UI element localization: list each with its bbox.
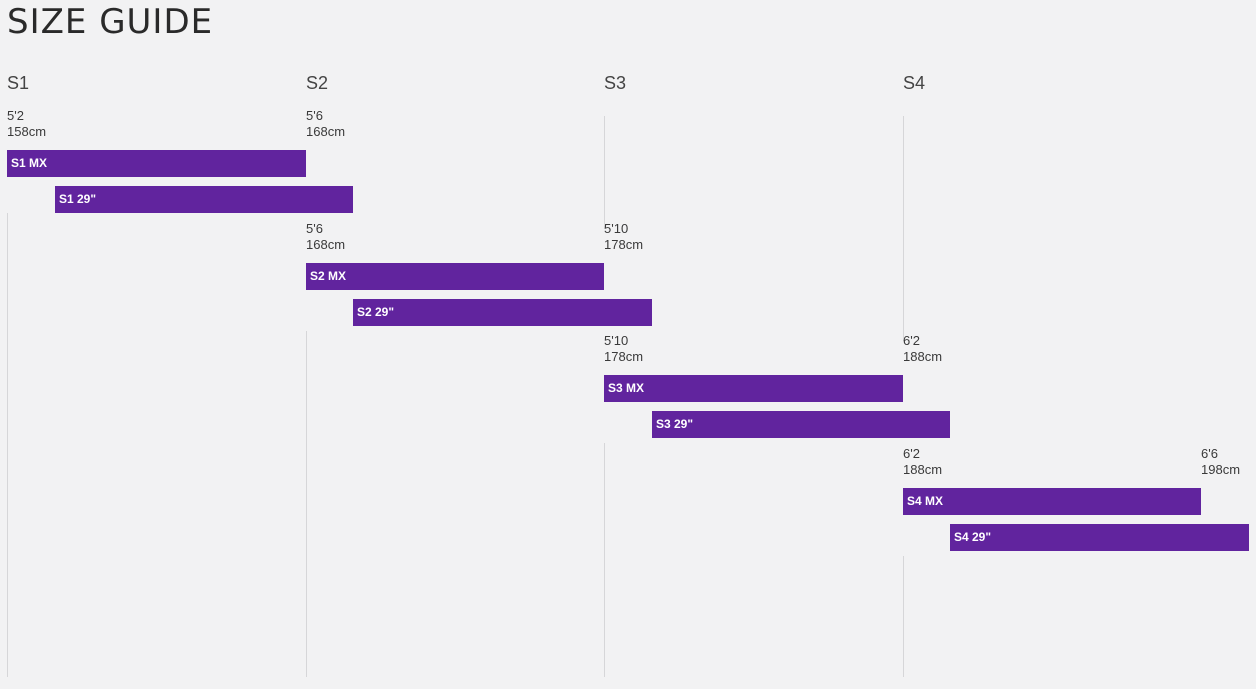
size-bar[interactable]: S1 MX [7, 150, 306, 177]
height-label-end: 5'10 178cm [604, 221, 643, 253]
height-feet: 5'2 [7, 108, 24, 123]
height-cm: 168cm [306, 237, 346, 252]
height-label-start: 5'6 168cm [306, 221, 345, 253]
page-title: SIZE GUIDE [7, 2, 214, 42]
height-feet: 5'6 [306, 221, 323, 236]
height-cm: 188cm [903, 462, 943, 477]
height-cm: 178cm [604, 237, 644, 252]
gridline [604, 443, 605, 677]
height-feet: 6'6 [1201, 446, 1218, 461]
height-cm: 178cm [604, 349, 644, 364]
size-bar[interactable]: S1 29" [55, 186, 353, 213]
height-label-end: 6'6 198cm [1201, 446, 1240, 478]
height-feet: 6'2 [903, 333, 920, 348]
height-feet: 5'10 [604, 221, 629, 236]
height-label-start: 5'2 158cm [7, 108, 46, 140]
gridline [306, 330, 307, 677]
height-cm: 198cm [1201, 462, 1241, 477]
height-cm: 188cm [903, 349, 943, 364]
height-label-start: 5'10 178cm [604, 333, 643, 365]
size-bar[interactable]: S4 29" [950, 524, 1249, 551]
size-bar[interactable]: S4 MX [903, 488, 1201, 515]
size-bar[interactable]: S2 29" [353, 299, 652, 326]
size-bar[interactable]: S3 29" [652, 411, 950, 438]
height-cm: 168cm [306, 124, 346, 139]
gridline [604, 116, 605, 229]
size-bar[interactable]: S2 MX [306, 263, 604, 290]
height-feet: 6'2 [903, 446, 920, 461]
gridline [7, 213, 8, 677]
height-feet: 5'10 [604, 333, 629, 348]
size-bar[interactable]: S3 MX [604, 375, 903, 402]
size-column-header: S2 [306, 73, 329, 93]
height-label-end: 6'2 188cm [903, 333, 942, 365]
gridline [903, 116, 904, 342]
gridline [903, 556, 904, 677]
height-label-end: 5'6 168cm [306, 108, 345, 140]
height-label-start: 6'2 188cm [903, 446, 942, 478]
size-column-header: S1 [7, 73, 30, 93]
size-column-header: S3 [604, 73, 627, 93]
height-cm: 158cm [7, 124, 47, 139]
size-column-header: S4 [903, 73, 926, 93]
height-feet: 5'6 [306, 108, 323, 123]
